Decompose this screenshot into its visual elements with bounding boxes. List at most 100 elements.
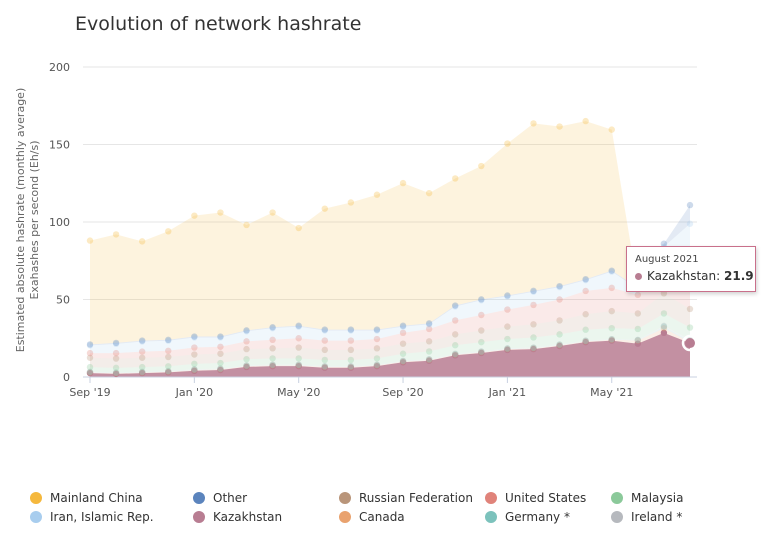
point-mainland-china[interactable] xyxy=(295,224,302,232)
point-kazakhstan[interactable] xyxy=(399,359,407,366)
point-ireland[interactable] xyxy=(86,368,94,375)
point-mainland-china[interactable] xyxy=(243,221,250,229)
point-united-states[interactable] xyxy=(452,317,459,324)
point-other[interactable] xyxy=(191,333,198,340)
point-other[interactable] xyxy=(269,324,276,331)
point-germany[interactable] xyxy=(86,368,94,376)
point-canada[interactable] xyxy=(425,356,433,364)
point-germany[interactable] xyxy=(660,323,668,330)
point-canada[interactable] xyxy=(556,342,563,349)
point-other[interactable] xyxy=(425,320,433,327)
point-ireland[interactable] xyxy=(217,365,224,372)
point-mainland-china[interactable] xyxy=(452,175,459,182)
point-canada[interactable] xyxy=(269,362,276,369)
point-germany[interactable] xyxy=(295,361,302,369)
point-other[interactable] xyxy=(399,322,407,329)
point-united-states[interactable] xyxy=(556,296,563,303)
point-united-states[interactable] xyxy=(373,335,381,343)
point-russian-federation[interactable] xyxy=(217,350,224,357)
point-canada[interactable] xyxy=(321,363,328,371)
point-iran-islamic-rep[interactable] xyxy=(217,334,224,341)
point-russian-federation[interactable] xyxy=(582,311,589,318)
point-mainland-china[interactable] xyxy=(191,212,198,219)
point-canada[interactable] xyxy=(138,369,146,376)
point-mainland-china[interactable] xyxy=(86,237,94,244)
point-malaysia[interactable] xyxy=(634,325,642,333)
point-malaysia[interactable] xyxy=(191,360,198,368)
point-ireland[interactable] xyxy=(608,335,615,343)
point-iran-islamic-rep[interactable] xyxy=(608,268,615,275)
point-ireland[interactable] xyxy=(373,361,381,368)
point-russian-federation[interactable] xyxy=(452,331,459,338)
point-kazakhstan[interactable] xyxy=(217,366,224,374)
area-russian-federation[interactable] xyxy=(90,293,690,368)
point-ireland[interactable] xyxy=(556,341,563,348)
point-other[interactable] xyxy=(295,322,302,329)
point-russian-federation[interactable] xyxy=(608,307,615,315)
point-iran-islamic-rep[interactable] xyxy=(478,297,485,304)
point-ireland[interactable] xyxy=(321,362,328,370)
point-germany[interactable] xyxy=(608,336,615,343)
point-united-states[interactable] xyxy=(86,349,94,357)
point-iran-islamic-rep[interactable] xyxy=(138,338,146,345)
point-canada[interactable] xyxy=(191,366,198,374)
point-malaysia[interactable] xyxy=(504,335,511,343)
legend-item-russian-federation[interactable]: Russian Federation xyxy=(339,489,473,507)
point-canada[interactable] xyxy=(530,345,537,352)
point-canada[interactable] xyxy=(112,370,120,377)
point-russian-federation[interactable] xyxy=(321,346,328,354)
point-germany[interactable] xyxy=(373,361,381,369)
point-canada[interactable] xyxy=(165,368,172,375)
point-mainland-china[interactable] xyxy=(504,140,511,147)
point-ireland[interactable] xyxy=(660,322,668,330)
point-russian-federation[interactable] xyxy=(295,344,302,351)
point-malaysia[interactable] xyxy=(295,355,302,362)
point-russian-federation[interactable] xyxy=(165,353,172,361)
point-kazakhstan[interactable] xyxy=(582,338,589,346)
point-kazakhstan[interactable] xyxy=(321,364,328,371)
point-other[interactable] xyxy=(608,267,615,274)
point-germany[interactable] xyxy=(634,336,642,344)
point-ireland[interactable] xyxy=(347,362,355,370)
legend-item-iran-islamic-rep[interactable]: Iran, Islamic Rep. xyxy=(30,508,154,526)
point-germany[interactable] xyxy=(478,348,485,355)
point-kazakhstan[interactable] xyxy=(269,362,276,370)
point-mainland-china[interactable] xyxy=(556,123,563,130)
point-canada[interactable] xyxy=(243,362,250,370)
point-kazakhstan[interactable] xyxy=(191,367,198,374)
point-malaysia[interactable] xyxy=(478,338,485,346)
point-mainland-china[interactable] xyxy=(582,117,589,125)
point-canada[interactable] xyxy=(582,338,589,345)
point-united-states[interactable] xyxy=(634,291,642,299)
point-mainland-china[interactable] xyxy=(347,199,355,206)
point-other[interactable] xyxy=(660,240,668,247)
point-united-states[interactable] xyxy=(269,336,276,343)
hover-point[interactable] xyxy=(685,338,695,349)
point-russian-federation[interactable] xyxy=(191,351,198,358)
point-other[interactable] xyxy=(321,326,328,333)
point-other[interactable] xyxy=(165,336,172,343)
legend-item-mainland-china[interactable]: Mainland China xyxy=(30,489,143,507)
point-mainland-china[interactable] xyxy=(138,238,146,245)
point-ireland[interactable] xyxy=(425,355,433,363)
point-germany[interactable] xyxy=(452,350,459,358)
point-germany[interactable] xyxy=(504,345,511,352)
point-united-states[interactable] xyxy=(138,348,146,355)
point-other[interactable] xyxy=(478,296,485,303)
point-iran-islamic-rep[interactable] xyxy=(243,328,250,335)
point-other[interactable] xyxy=(686,201,694,209)
point-iran-islamic-rep[interactable] xyxy=(504,293,511,300)
point-united-states[interactable] xyxy=(399,329,407,337)
point-malaysia[interactable] xyxy=(399,350,407,357)
point-united-states[interactable] xyxy=(347,337,355,344)
point-kazakhstan[interactable] xyxy=(478,349,485,357)
point-kazakhstan[interactable] xyxy=(556,342,563,350)
point-russian-federation[interactable] xyxy=(425,338,433,345)
point-russian-federation[interactable] xyxy=(504,323,511,330)
point-malaysia[interactable] xyxy=(112,364,120,372)
point-iran-islamic-rep[interactable] xyxy=(295,323,302,330)
point-mainland-china[interactable] xyxy=(425,189,433,197)
point-germany[interactable] xyxy=(582,337,589,345)
point-germany[interactable] xyxy=(112,369,120,377)
point-united-states[interactable] xyxy=(321,337,328,344)
